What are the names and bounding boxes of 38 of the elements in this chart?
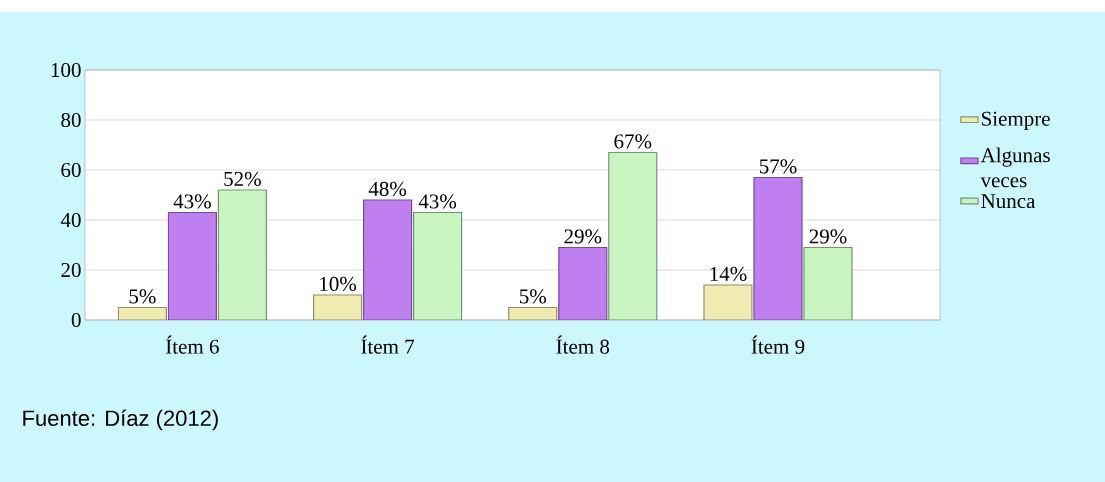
data-label: 43% — [173, 194, 211, 209]
bar — [312, 294, 363, 320]
legend-label: Siempre — [982, 111, 1050, 131]
bar — [412, 211, 463, 320]
data-label: 5% — [129, 289, 156, 304]
data-label: 29% — [564, 229, 602, 244]
data-label: 43% — [418, 194, 457, 209]
data-label: 52% — [224, 171, 261, 187]
x-tick-label: Ítem 8 — [556, 335, 610, 354]
y-tick-label: 40 — [60, 212, 81, 228]
bar — [508, 306, 558, 320]
legend-label: Algunas veces — [980, 147, 1050, 188]
x-tick-label: Ítem 9 — [751, 335, 805, 354]
y-tick-label: 80 — [61, 112, 81, 128]
data-label: 14% — [710, 266, 747, 282]
bar — [803, 246, 853, 320]
y-tick-label: 60 — [61, 162, 81, 178]
x-tick-label: Ítem 7 — [361, 335, 415, 354]
data-label: 48% — [368, 181, 407, 197]
bar — [753, 176, 803, 320]
bar — [217, 189, 267, 320]
bar — [608, 151, 658, 320]
data-label: 57% — [759, 159, 797, 174]
y-tick-label: 20 — [61, 262, 81, 278]
bar — [167, 211, 217, 320]
data-label: 10% — [320, 276, 357, 292]
y-tick-label: 100 — [51, 62, 81, 78]
bar — [558, 246, 608, 320]
x-tick-label: Ítem 6 — [166, 335, 219, 354]
data-label: 67% — [614, 134, 652, 149]
legend-label: Nunca — [981, 194, 1036, 209]
source-note: Fuente: Díaz (2012) — [23, 409, 218, 431]
bar — [703, 284, 753, 320]
data-label: 5% — [520, 289, 547, 304]
y-tick-label: 0 — [71, 312, 81, 328]
data-label: 29% — [809, 229, 847, 244]
bar — [117, 306, 167, 320]
bar — [362, 199, 413, 320]
